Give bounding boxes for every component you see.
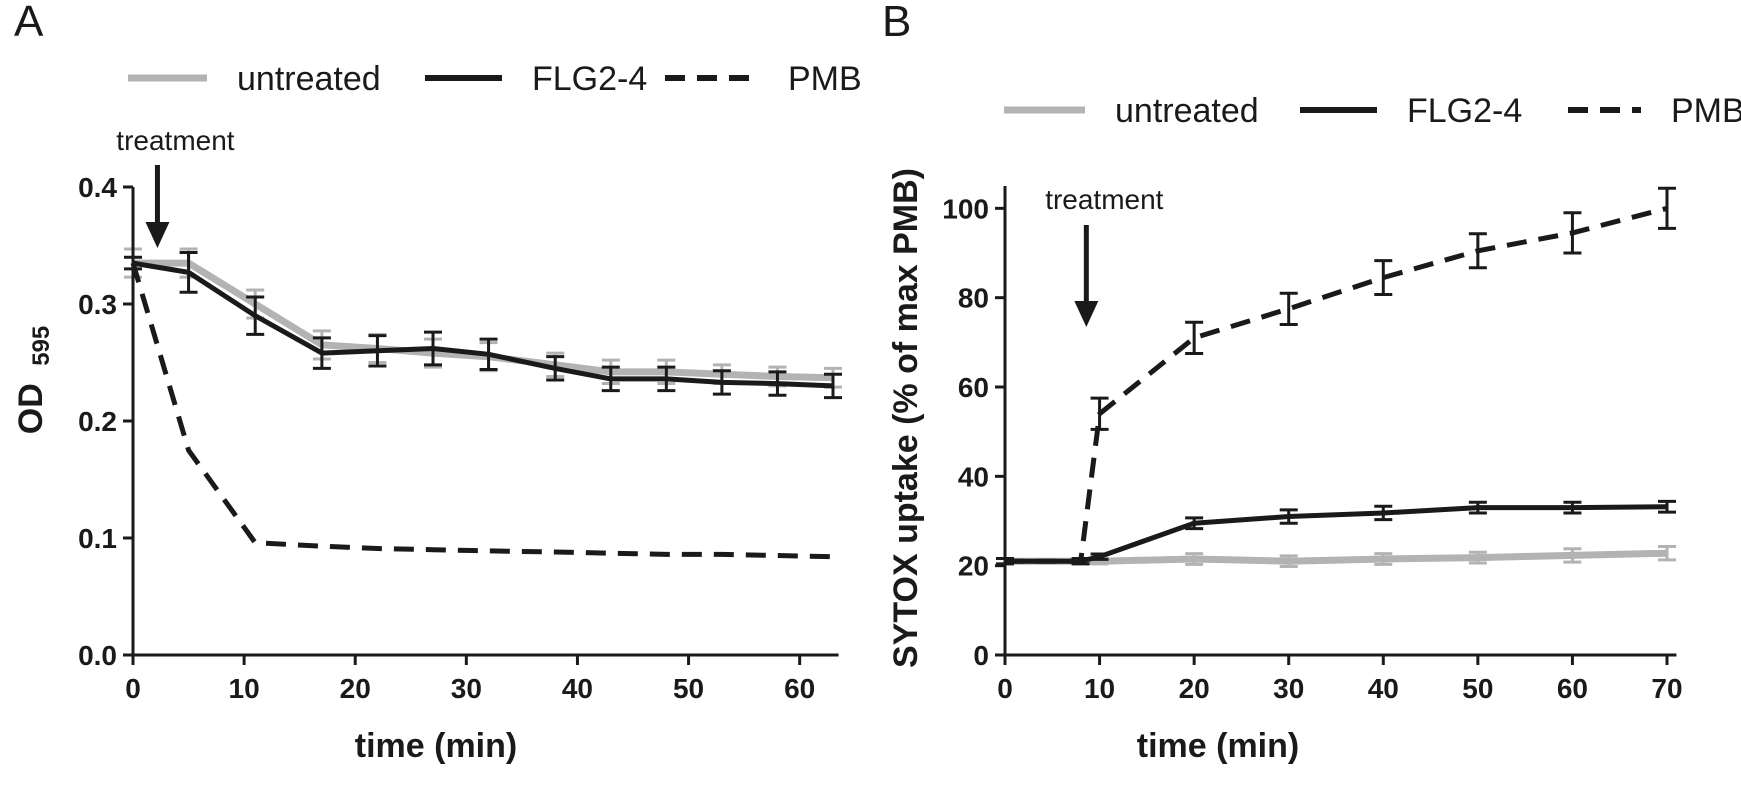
panel-b-legend-pmb-label: PMB <box>1671 92 1741 130</box>
panel-a-treatment-annotation: treatment <box>116 125 235 248</box>
panel-a-y-tick-label: 0.0 <box>78 640 117 671</box>
panel-a-y-tick-label: 0.4 <box>78 172 117 203</box>
panel-a-y-axis-title: OD 595 <box>12 326 55 435</box>
panel-a-legend-flg2-4-label: FLG2-4 <box>532 60 647 98</box>
panel-b-legend: untreated FLG2-4 PMB <box>1004 92 1741 130</box>
panel-b-y-tick-label: 80 <box>958 283 989 314</box>
panel-a-series-pmb <box>130 262 834 560</box>
panel-a-y-axis-title-sub: 595 <box>28 326 55 366</box>
panel-a-legend-untreated-label: untreated <box>237 60 381 98</box>
panel-a-y-tick-label: 0.2 <box>78 406 117 437</box>
panel-a-series-flg2-4-line <box>132 260 834 389</box>
panel-b-legend-flg2-4-label: FLG2-4 <box>1407 92 1522 130</box>
panel-b-y-axis-title: SYTOX uptake (% of max PMB) <box>887 168 925 668</box>
panel-a-x-tick-label: 50 <box>673 673 704 704</box>
panel-b-y-tick-label: 20 <box>958 551 989 582</box>
panel-b-x-tick-label: 50 <box>1462 673 1493 704</box>
panel-a-x-tick-label: 30 <box>451 673 482 704</box>
panel-a-x-tick-label: 10 <box>229 673 260 704</box>
panel-a-axes: 0 10 20 30 40 50 60 0.0 0.1 0.2 0.3 0.4 <box>78 172 839 704</box>
panel-b-x-tick-label: 0 <box>997 673 1013 704</box>
panel-a-series-flg2-4 <box>124 251 842 400</box>
panel-b-treatment-label: treatment <box>1045 184 1163 215</box>
panel-b-x-tick-label: 20 <box>1179 673 1210 704</box>
panel-b-series-pmb-line <box>1005 205 1668 564</box>
panel-b-x-tick-label: 70 <box>1651 673 1682 704</box>
panel-a-x-tick-label: 60 <box>784 673 815 704</box>
panel-a-legend-pmb-label: PMB <box>788 60 862 98</box>
panel-b-axes: 0 10 20 30 40 50 60 70 0 20 40 60 80 100 <box>942 186 1683 704</box>
panel-b-y-tick-label: 100 <box>942 193 989 224</box>
panel-b-x-tick-label: 40 <box>1368 673 1399 704</box>
panel-b-legend-untreated-label: untreated <box>1115 92 1259 130</box>
panel-b-x-tick-label: 30 <box>1273 673 1304 704</box>
panel-a-x-tick-label: 20 <box>340 673 371 704</box>
panel-a: A untreated FLG2-4 PMB 0 10 20 30 40 50 60 0.0 0.1… <box>12 0 862 765</box>
panel-a-y-axis-title-main: OD <box>12 383 50 434</box>
panel-b-treatment-annotation: treatment <box>1045 184 1164 327</box>
panel-a-x-tick-label: 0 <box>125 673 141 704</box>
panel-a-x-tick-label: 40 <box>562 673 593 704</box>
panel-b-x-axis-title: time (min) <box>1137 727 1299 765</box>
panel-a-y-tick-label: 0.3 <box>78 289 117 320</box>
panel-b-label: B <box>882 0 911 46</box>
panel-b-series-pmb <box>1004 186 1676 564</box>
panel-b-treatment-arrow-head <box>1074 301 1099 327</box>
panel-a-legend: untreated FLG2-4 PMB <box>128 60 862 98</box>
panel-b-x-tick-label: 10 <box>1084 673 1115 704</box>
panel-a-treatment-arrow-head <box>145 222 170 248</box>
panel-a-y-tick-label: 0.1 <box>78 523 117 554</box>
panel-a-series-pmb-line <box>130 262 834 560</box>
panel-b-y-tick-label: 40 <box>958 461 989 492</box>
panel-b-y-tick-label: 0 <box>973 640 989 671</box>
panel-a-x-axis-title: time (min) <box>355 727 517 765</box>
panel-a-series-untreated <box>124 247 842 389</box>
panel-a-plot <box>124 247 842 560</box>
panel-b-y-tick-label: 60 <box>958 372 989 403</box>
panel-b-plot <box>996 186 1676 569</box>
panel-a-label: A <box>14 0 44 46</box>
panel-b-x-tick-label: 60 <box>1557 673 1588 704</box>
panel-a-treatment-label: treatment <box>116 125 234 156</box>
panel-b: B untreated FLG2-4 PMB 0 10 20 30 40 50 60 70 0 20 4… <box>882 0 1741 765</box>
panel-a-series-untreated-line <box>133 259 834 382</box>
